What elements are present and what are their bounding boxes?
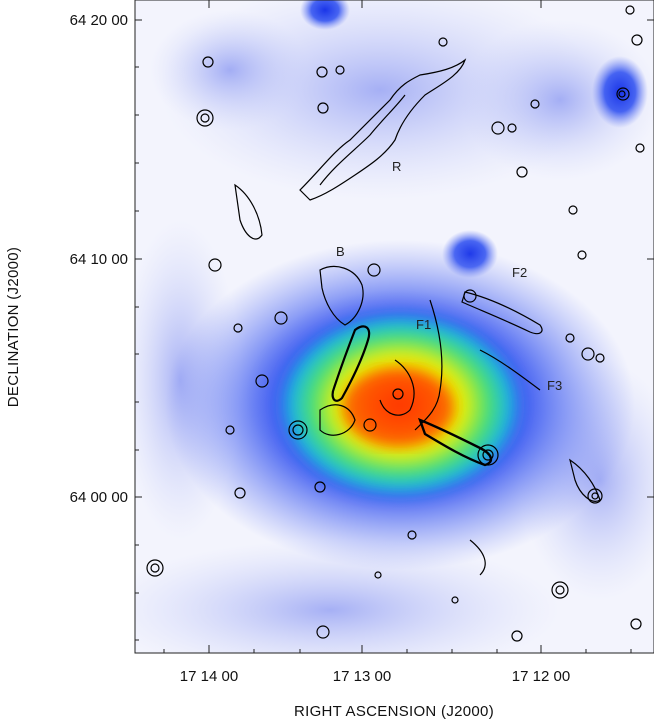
x-tick-label: 17 13 00	[333, 668, 391, 685]
label-f1: F1	[416, 317, 431, 332]
label-f3: F3	[547, 378, 562, 393]
x-tick-label: 17 12 00	[512, 668, 570, 685]
xray-emission-image	[135, 0, 654, 653]
contour-relic-r	[299, 58, 467, 201]
y-tick-label: 64 10 00	[70, 251, 128, 268]
feature-labels: R B F1 F2 F3	[336, 159, 562, 393]
y-tick-label: 64 20 00	[70, 12, 128, 29]
label-b: B	[336, 244, 345, 259]
y-axis	[135, 19, 654, 641]
label-f2: F2	[512, 265, 527, 280]
y-tick-label: 64 00 00	[70, 489, 128, 506]
contour-b	[319, 265, 364, 326]
label-r: R	[392, 159, 401, 174]
x-axis	[163, 0, 632, 653]
contour-f2	[461, 291, 543, 335]
contour-f1	[331, 325, 371, 402]
radio-contours	[146, 5, 645, 642]
x-axis-title: RIGHT ASCENSION (J2000)	[294, 703, 494, 720]
x-tick-label: 17 14 00	[180, 668, 238, 685]
y-axis-title: DECLINATION (J2000)	[5, 247, 22, 407]
plot-frame	[134, 0, 654, 654]
radio-source	[202, 56, 214, 68]
